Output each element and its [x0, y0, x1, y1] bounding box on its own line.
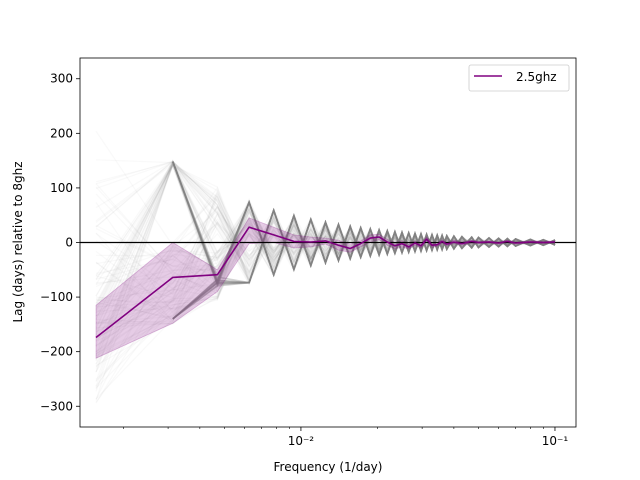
y-tick-label: −300: [40, 399, 73, 413]
monte-carlo-trace: [95, 222, 556, 285]
monte-carlo-trace: [95, 217, 556, 400]
monte-carlo-trace: [95, 217, 556, 284]
monte-carlo-trace: [95, 219, 556, 382]
monte-carlo-trace: [95, 222, 556, 306]
monte-carlo-trace: [95, 208, 556, 348]
series-line-2-5ghz: [95, 226, 556, 339]
monte-carlo-trace: [95, 163, 556, 383]
monte-carlo-trace: [95, 193, 556, 292]
monte-carlo-trace: [95, 200, 556, 404]
monte-carlo-trace: [95, 208, 556, 311]
monte-carlo-trace: [95, 183, 556, 275]
y-tick-label: 300: [50, 72, 73, 86]
legend: 2.5ghz: [468, 64, 570, 92]
monte-carlo-trace: [95, 219, 556, 373]
y-tick-label: 100: [50, 181, 73, 195]
monte-carlo-trace: [95, 200, 556, 277]
monte-carlo-trace: [95, 163, 556, 320]
monte-carlo-trace: [95, 164, 556, 306]
monte-carlo-trace: [95, 163, 556, 373]
monte-carlo-trace: [95, 200, 556, 323]
monte-carlo-trace: [95, 222, 556, 326]
legend-label-2-5ghz: 2.5ghz: [516, 70, 557, 84]
monte-carlo-trace: [95, 160, 556, 258]
monte-carlo-trace: [95, 217, 556, 403]
monte-carlo-trace: [95, 160, 556, 305]
series-layer: [95, 226, 556, 339]
monte-carlo-trace: [95, 158, 556, 361]
monte-carlo-trace: [95, 222, 556, 387]
y-tick-label: 0: [65, 236, 73, 250]
monte-carlo-trace: [95, 213, 556, 333]
monte-carlo-trace: [95, 205, 556, 317]
monte-carlo-trace: [95, 208, 556, 400]
monte-carlo-trace: [95, 162, 556, 311]
y-axis-ticks: −300 −200 −100 0 100 200 300: [40, 72, 80, 413]
monte-carlo-trace: [95, 130, 556, 269]
monte-carlo-trace: [95, 206, 556, 284]
y-tick-label: 200: [50, 126, 73, 140]
monte-carlo-trace: [95, 160, 556, 282]
monte-carlo-trace: [95, 208, 556, 389]
monte-carlo-trace: [95, 223, 556, 355]
x-axis-title: Frequency (1/day): [274, 460, 383, 474]
monte-carlo-trace: [95, 220, 556, 312]
monte-carlo-trace: [95, 201, 556, 315]
y-tick-label: −100: [40, 290, 73, 304]
monte-carlo-trace: [95, 186, 556, 271]
monte-carlo-trace: [95, 219, 556, 359]
monte-carlo-trace: [95, 215, 556, 325]
monte-carlo-trace: [95, 205, 556, 324]
y-tick-label: −200: [40, 345, 73, 359]
monte-carlo-trace: [95, 215, 556, 308]
monte-carlo-trace: [95, 224, 556, 265]
x-axis-ticks: 10⁻² 10⁻¹: [123, 427, 568, 448]
monte-carlo-trace: [95, 163, 556, 387]
monte-carlo-trace: [95, 159, 556, 310]
monte-carlo-trace: [95, 204, 556, 324]
monte-carlo-trace: [95, 210, 556, 324]
monte-carlo-trace: [95, 216, 556, 355]
monte-carlo-trace: [95, 209, 556, 289]
monte-carlo-trace: [95, 207, 556, 299]
monte-carlo-trace: [95, 161, 556, 284]
monte-carlo-trace: [95, 218, 556, 273]
monte-carlo-trace: [95, 216, 556, 342]
legend-box: [468, 64, 570, 92]
monte-carlo-trace: [95, 212, 556, 367]
monte-carlo-trace: [95, 220, 556, 339]
monte-carlo-trace: [95, 224, 556, 329]
monte-carlo-trace: [95, 164, 556, 353]
x-tick-label: 10⁻¹: [542, 434, 569, 448]
monte-carlo-trace: [95, 205, 556, 314]
monte-carlo-trace: [95, 203, 556, 380]
x-tick-label: 10⁻²: [288, 434, 315, 448]
y-axis-title: Lag (days) relative to 8ghz: [11, 161, 25, 322]
